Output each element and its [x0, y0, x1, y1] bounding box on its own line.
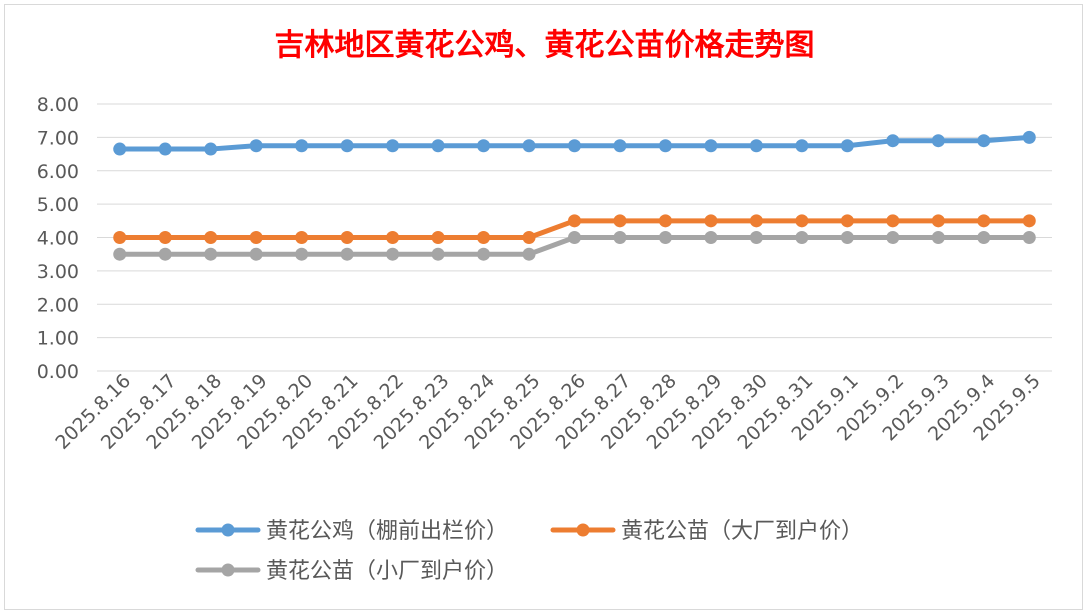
y-tick-label: 8.00	[37, 94, 79, 116]
data-point	[340, 139, 354, 153]
data-point	[931, 231, 945, 244]
data-point	[340, 231, 354, 244]
data-point	[1022, 231, 1036, 244]
data-point	[113, 142, 127, 156]
data-point	[568, 139, 581, 153]
data-point	[886, 134, 900, 148]
data-point	[840, 231, 854, 244]
data-point	[658, 139, 672, 153]
y-tick-label: 6.00	[37, 161, 79, 183]
data-point	[204, 231, 218, 244]
data-point	[249, 247, 263, 261]
data-point	[886, 214, 900, 228]
data-point	[522, 139, 536, 153]
data-point	[113, 247, 127, 261]
data-point	[158, 231, 172, 244]
data-point	[295, 139, 309, 153]
data-point	[386, 231, 400, 244]
data-point	[1022, 130, 1036, 144]
chart-title: 吉林地区黄花公鸡、黄花公苗价格走势图	[274, 28, 815, 63]
data-point	[249, 231, 263, 244]
legend-label: 黄花公苗（大厂到户价）	[621, 519, 863, 544]
data-point	[704, 214, 718, 228]
data-point	[158, 142, 172, 156]
legend-marker	[221, 523, 235, 537]
data-point	[749, 214, 763, 228]
y-tick-label: 7.00	[37, 127, 79, 149]
data-point	[658, 214, 672, 228]
data-point	[1022, 214, 1036, 228]
legend-label: 黄花公苗（小厂到户价）	[266, 559, 508, 584]
y-tick-label: 2.00	[37, 294, 79, 316]
legend-marker	[221, 563, 235, 577]
data-point	[613, 214, 627, 228]
data-point	[931, 214, 945, 228]
data-point	[749, 139, 763, 153]
data-point	[431, 231, 445, 244]
data-point	[204, 142, 218, 156]
data-point	[204, 247, 218, 261]
y-tick-label: 1.00	[37, 328, 79, 350]
legend-label: 黄花公鸡（棚前出栏价）	[266, 519, 508, 544]
data-point	[977, 231, 991, 244]
data-point	[249, 139, 263, 153]
data-point	[795, 231, 809, 244]
data-point	[477, 139, 491, 153]
data-point	[522, 247, 536, 261]
data-point	[977, 214, 991, 228]
data-point	[477, 231, 491, 244]
data-point	[386, 139, 400, 153]
y-tick-label: 4.00	[37, 228, 79, 250]
data-point	[795, 214, 809, 228]
data-point	[886, 231, 900, 244]
data-point	[295, 231, 309, 244]
data-point	[568, 214, 581, 228]
data-point	[749, 231, 763, 244]
data-point	[977, 134, 991, 148]
chart-frame	[4, 4, 1083, 610]
data-point	[340, 247, 354, 261]
y-tick-label: 0.00	[37, 361, 79, 383]
data-point	[931, 134, 945, 148]
data-point	[158, 247, 172, 261]
data-point	[704, 231, 718, 244]
data-point	[795, 139, 809, 153]
data-point	[568, 231, 581, 244]
data-point	[431, 139, 445, 153]
data-point	[613, 139, 627, 153]
data-point	[113, 231, 127, 244]
data-point	[613, 231, 627, 244]
data-point	[477, 247, 491, 261]
data-point	[840, 214, 854, 228]
y-tick-label: 3.00	[37, 261, 79, 283]
data-point	[522, 231, 536, 244]
y-tick-label: 5.00	[37, 194, 79, 216]
data-point	[386, 247, 400, 261]
data-point	[840, 139, 854, 153]
data-point	[658, 231, 672, 244]
data-point	[704, 139, 718, 153]
data-point	[431, 247, 445, 261]
data-point	[295, 247, 309, 261]
legend-marker	[576, 523, 590, 537]
